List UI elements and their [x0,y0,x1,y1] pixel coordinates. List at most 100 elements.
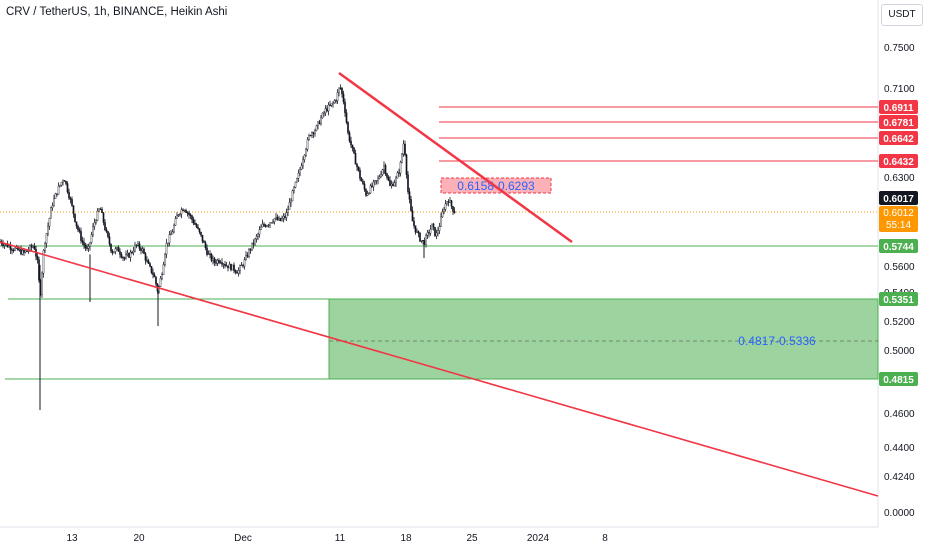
candle-body [153,274,156,278]
candle-body [24,250,27,253]
candle-body [449,200,451,203]
candle-body [359,170,361,179]
candle-body [159,278,162,287]
candle-body [71,199,73,206]
y-tick-label: 0.0000 [884,508,915,519]
candle-body [53,198,55,206]
x-tick-label: 20 [133,533,145,544]
candle-body [258,229,261,235]
candle-body [96,210,99,221]
candle-body [312,132,315,135]
candle-body [30,245,33,248]
candle-body [171,231,174,235]
candle-body [261,223,264,228]
candle-body [428,232,430,234]
price-level-badge [879,239,918,253]
candle-body [273,218,276,222]
candle-body [90,234,93,243]
candle-body [80,231,82,241]
candle-body [75,221,78,227]
candle-body [147,260,150,264]
candle-body [99,208,102,210]
x-tick-label: 18 [400,533,412,544]
candle-body [291,190,294,202]
candle-body [372,181,375,187]
candle-body [2,243,4,246]
candle-body [299,169,301,174]
candle-body [201,234,204,242]
candle-body [288,202,291,210]
candle-body [132,250,135,253]
last-price-badge [879,191,918,205]
candle-body [405,154,408,175]
candle-body [378,176,381,179]
candle-body [206,247,208,255]
candle-body [174,218,177,226]
candle-body [63,180,66,182]
candle-body [162,264,165,275]
candle-body [105,229,108,232]
candle-body [9,245,12,250]
candle-body [149,263,151,267]
candle-body [51,205,54,208]
candle-body [81,240,84,243]
candle-body [44,243,46,251]
candle-body [102,212,105,223]
candle-body [290,200,292,203]
candle-body [450,200,453,207]
candle-body [396,172,399,179]
candle-body [29,245,31,251]
candle-body [168,234,171,244]
candle-body [92,226,94,236]
candle-body [134,244,136,252]
candle-body [177,214,180,216]
candle-body [218,259,220,263]
candle-body [227,265,229,269]
price-level-badge-text: 0.6781 [883,118,914,129]
candle-body [225,265,228,267]
candle-body [432,223,435,228]
candle-body [263,223,265,226]
candle-body [59,184,61,187]
candle-body [429,229,432,234]
candle-body [252,242,255,245]
candle-body [317,121,319,126]
candle-body [318,121,321,125]
candle-body [411,210,414,222]
candle-body [441,211,444,218]
candle-body [32,246,34,248]
candle-body [377,178,379,181]
currency-selector-button[interactable]: USDT [881,4,923,26]
candle-body [107,231,109,238]
candle-body [446,201,448,204]
candle-body [323,112,325,114]
candle-body [83,242,85,246]
candle-body [260,226,262,231]
candle-body [374,180,376,183]
candle-body [231,264,234,271]
candle-body [375,180,378,182]
candle-body [384,165,387,174]
candle-body [380,174,382,178]
candle-body [311,132,313,136]
candle-body [447,201,450,203]
candle-body [167,242,169,244]
candle-body [278,217,280,221]
candle-body [390,183,393,186]
candle-body [12,249,15,252]
candle-body [111,250,114,254]
candle-body [138,243,141,249]
candle-body [326,108,328,112]
candle-body [233,264,235,271]
y-tick-label: 0.5600 [884,262,915,273]
price-level-badge [879,115,918,129]
candle-body [104,222,106,230]
candle-body [284,216,286,218]
price-level-badge [879,100,918,114]
price-level-badge [879,292,918,306]
candle-body [74,213,76,223]
candle-body [180,209,183,215]
candle-body [228,264,231,269]
candle-body [125,254,127,259]
